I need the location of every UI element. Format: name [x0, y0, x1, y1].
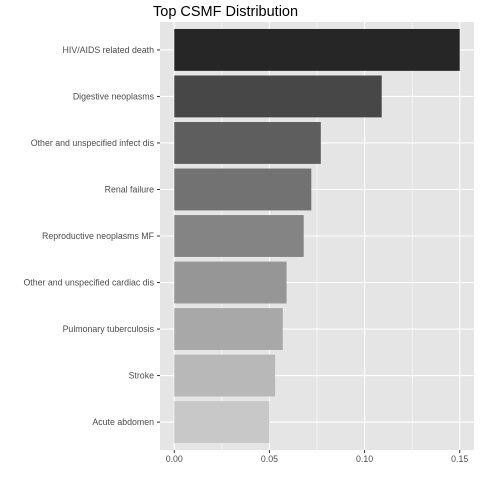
bar-5: [174, 261, 287, 304]
chart-title: Top CSMF Distribution: [153, 4, 298, 20]
bar-3: [174, 168, 312, 211]
x-axis: 0.00 0.05 0.10 0.15: [166, 450, 468, 464]
y-tick-label: Other and unspecified cardiac dis: [23, 278, 154, 288]
bar-7: [174, 354, 276, 397]
y-axis: HIV/AIDS related death Digestive neoplasm…: [23, 45, 160, 427]
y-tick-label: Other and unspecified infect dis: [31, 138, 155, 148]
bar-6: [174, 308, 283, 350]
y-tick-label: HIV/AIDS related death: [63, 45, 155, 55]
y-tick-label: Pulmonary tuberculosis: [63, 324, 155, 334]
x-tick-label: 0.05: [261, 454, 278, 464]
x-tick-label: 0.10: [356, 454, 373, 464]
y-tick-label: Acute abdomen: [92, 417, 154, 427]
bar-4: [174, 215, 304, 257]
x-tick-label: 0.15: [451, 454, 468, 464]
bar-8: [174, 401, 270, 444]
y-tick-label: Renal failure: [105, 184, 154, 194]
y-tick-label: Reproductive neoplasms MF: [42, 231, 155, 241]
bar-2: [174, 122, 321, 164]
bar-1: [174, 75, 382, 118]
y-tick-label: Digestive neoplasms: [73, 91, 155, 101]
bar-0: [174, 28, 460, 71]
y-tick-label: Stroke: [129, 371, 155, 381]
x-tick-label: 0.00: [166, 454, 183, 464]
bars: [174, 28, 460, 444]
